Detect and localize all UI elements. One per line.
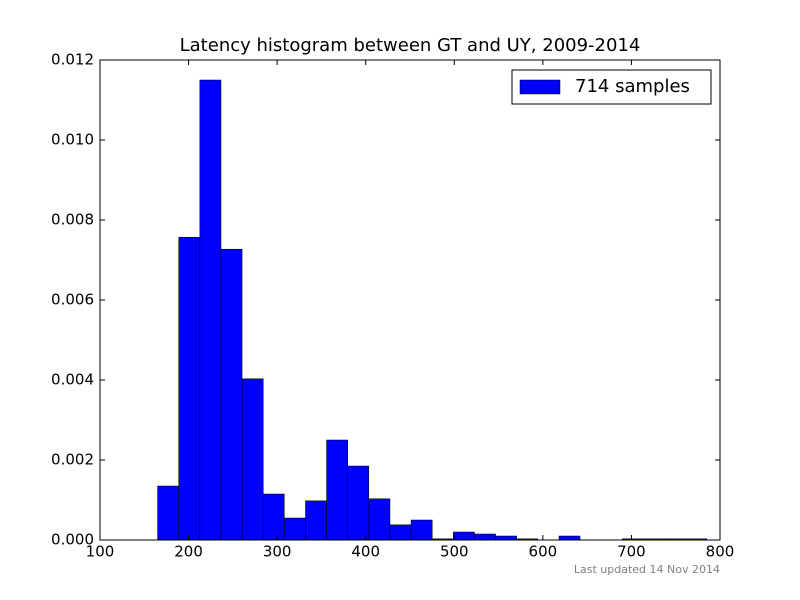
x-tick-label: 300 <box>263 543 292 561</box>
x-tick-label: 700 <box>617 543 646 561</box>
chart-title: Latency histogram between GT and UY, 200… <box>180 35 641 56</box>
bar <box>410 519 433 541</box>
bar <box>347 465 370 541</box>
y-tick-label: 0.010 <box>51 131 94 149</box>
bar <box>305 500 327 541</box>
footnote: Last updated 14 Nov 2014 <box>574 563 720 576</box>
bar <box>558 535 581 541</box>
bar <box>326 439 348 541</box>
bar <box>389 524 412 541</box>
bar <box>220 248 243 541</box>
legend-swatch <box>519 79 561 95</box>
bar <box>495 535 517 541</box>
bar <box>284 517 306 541</box>
y-tick-label: 0.006 <box>51 291 94 309</box>
bar <box>453 531 475 541</box>
x-tick-label: 100 <box>86 543 115 561</box>
x-tick-label: 600 <box>529 543 558 561</box>
y-tick-label: 0.002 <box>51 451 94 469</box>
bar <box>199 79 222 541</box>
y-tick-label: 0.008 <box>51 211 94 229</box>
bar <box>178 236 201 541</box>
bar <box>368 498 391 541</box>
x-tick-label: 800 <box>706 543 735 561</box>
bar <box>241 378 264 541</box>
legend-label: 714 samples <box>575 76 690 97</box>
x-tick-label: 400 <box>351 543 380 561</box>
y-tick-label: 0.000 <box>51 531 94 549</box>
bar <box>474 533 496 541</box>
x-tick-label: 200 <box>174 543 203 561</box>
y-tick-label: 0.004 <box>51 371 94 389</box>
x-tick-label: 500 <box>440 543 469 561</box>
y-tick-label: 0.012 <box>51 51 94 69</box>
bar <box>262 493 285 541</box>
bar <box>157 485 179 541</box>
